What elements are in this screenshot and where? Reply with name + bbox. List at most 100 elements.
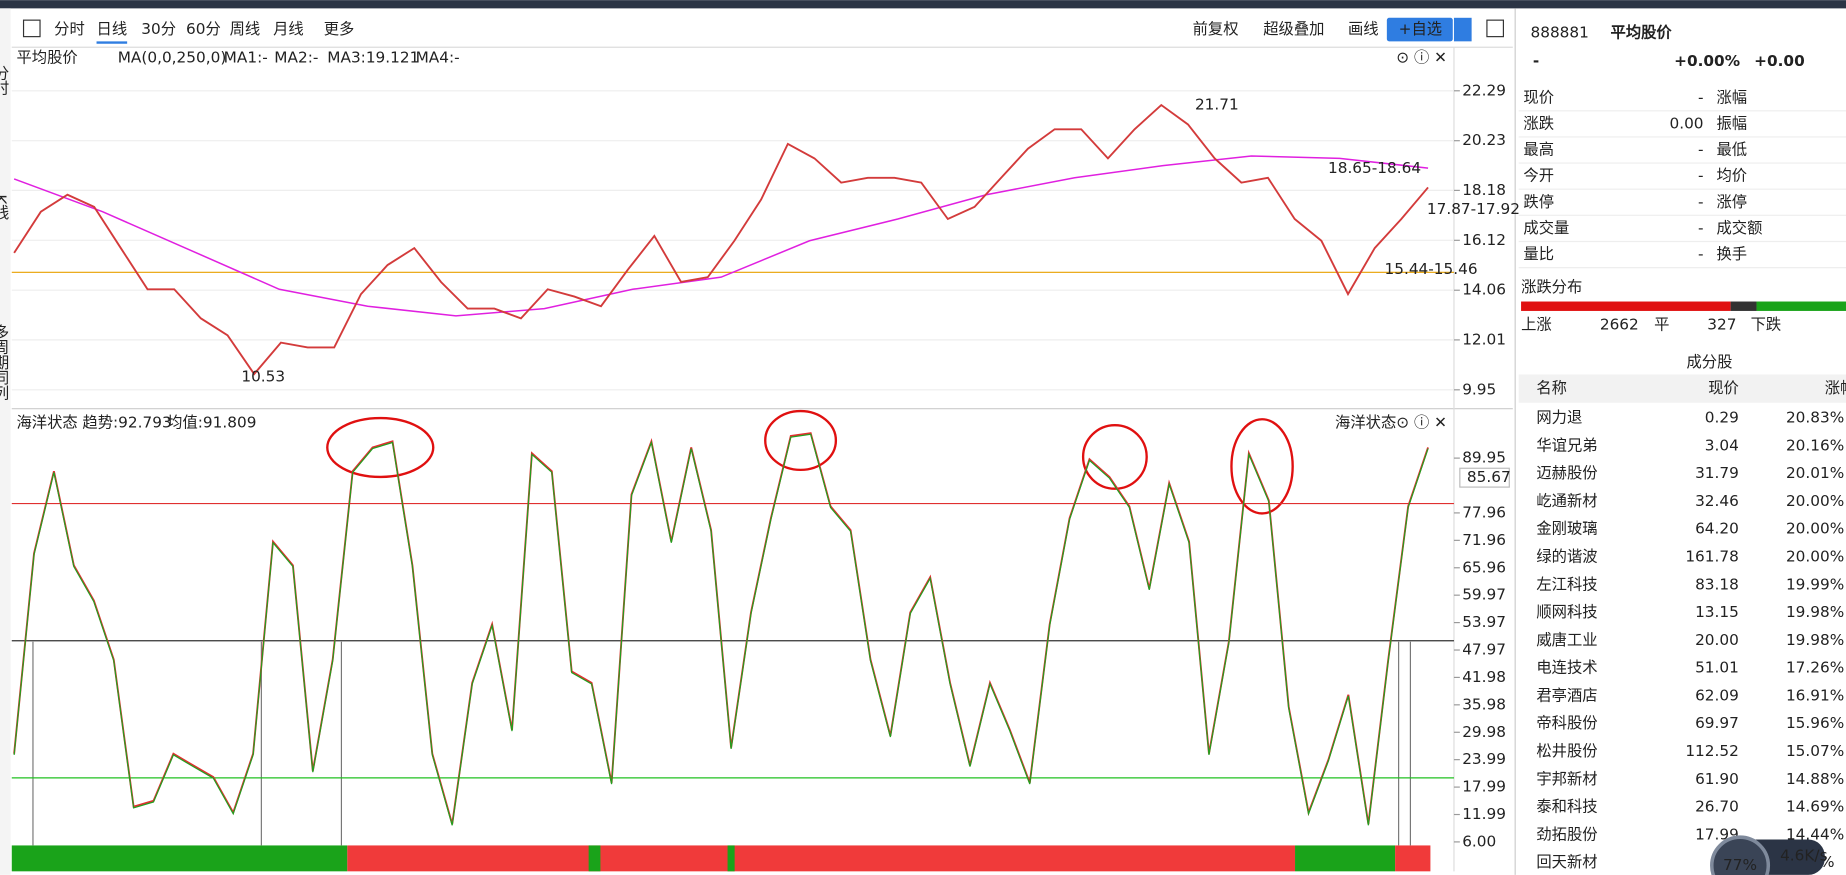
widget-ring	[1710, 835, 1771, 875]
stock-name[interactable]: 顺网科技	[1536, 603, 1597, 621]
y-tick-label: 89.95	[1462, 449, 1506, 467]
toolbar-button[interactable]: +自选	[1399, 20, 1442, 38]
stock-name[interactable]: 屹通新材	[1536, 492, 1597, 510]
period-tab[interactable]: 30分	[141, 20, 176, 38]
stock-name[interactable]: 劲拓股份	[1536, 825, 1597, 843]
up-count: 2662	[1600, 316, 1639, 334]
price-annotation: 21.71	[1195, 95, 1239, 113]
period-tab[interactable]: 更多	[324, 20, 355, 38]
price-annotation: 17.87-17.92	[1427, 200, 1520, 218]
y-tick-label: 59.97	[1462, 586, 1506, 604]
dist-title: 涨跌分布	[1521, 278, 1582, 296]
panel-icon[interactable]	[1486, 19, 1504, 38]
stock-change: 14.69%	[1786, 798, 1844, 816]
stock-price: 20.00	[1695, 631, 1739, 649]
ma-line	[13, 155, 1429, 317]
stock-change: 19.98%	[1786, 603, 1844, 621]
stock-name[interactable]: 泰和科技	[1536, 798, 1597, 816]
y-tick-label: 6.00	[1462, 832, 1496, 850]
stock-change: 20.83%	[1786, 409, 1844, 427]
ma-label: MA2:-	[274, 48, 318, 66]
stock-name[interactable]: 君亭酒店	[1536, 686, 1597, 704]
quote-label: 成交额	[1716, 219, 1762, 237]
stock-price: 3.04	[1705, 436, 1739, 454]
layout-icon[interactable]	[22, 19, 41, 38]
stock-name[interactable]: 电连技术	[1536, 659, 1597, 677]
y-tick-label: 17.99	[1462, 778, 1506, 796]
panel-icons[interactable]: ⊙ ⓘ ✕	[1396, 413, 1447, 431]
y-tick-label: 16.12	[1462, 231, 1506, 249]
stock-price: 161.78	[1685, 547, 1739, 565]
stock-name[interactable]: 金刚玻璃	[1536, 520, 1597, 538]
quote-label: 涨停	[1716, 193, 1747, 211]
y-tick-label: 71.96	[1462, 531, 1506, 549]
y-tick-label: 53.97	[1462, 613, 1506, 631]
stock-name[interactable]: 松井股份	[1536, 742, 1597, 760]
stock-name[interactable]: 迈赫股份	[1536, 464, 1597, 482]
left-tab: K线	[0, 194, 10, 219]
quote-value: -	[1698, 141, 1704, 159]
y-tick-label: 29.98	[1462, 723, 1506, 741]
stock-change: 14.44%	[1786, 825, 1844, 843]
ma-label: MA3:19.121	[327, 48, 419, 66]
state-bar	[11, 845, 1431, 872]
stock-name[interactable]: 宇邦新材	[1536, 770, 1597, 788]
period-tab[interactable]: 日线	[97, 20, 128, 38]
quote-value: -	[1698, 193, 1704, 211]
period-tab[interactable]: 月线	[273, 20, 304, 38]
quote-label: 量比	[1523, 245, 1554, 263]
toolbar-button[interactable]: 超级叠加	[1263, 20, 1324, 38]
period-tab[interactable]: 周线	[230, 20, 261, 38]
current-value: 85.67	[1467, 468, 1511, 486]
period-tab[interactable]: 60分	[186, 20, 221, 38]
y-tick-label: 11.99	[1462, 805, 1506, 823]
stock-price: 26.70	[1695, 798, 1739, 816]
y-tick-label: 35.98	[1462, 695, 1506, 713]
y-tick-label: 20.23	[1462, 131, 1506, 149]
quote-label: 最高	[1523, 141, 1554, 159]
quote-value: 0.00	[1669, 114, 1703, 132]
stock-price: 61.90	[1695, 770, 1739, 788]
current-box	[1459, 467, 1510, 488]
stock-name[interactable]: 网力退	[1536, 409, 1582, 427]
quote-value: -	[1698, 245, 1704, 263]
stock-name[interactable]: 华谊兄弟	[1536, 436, 1597, 454]
col-header: 涨幅	[1825, 379, 1846, 397]
stock-name[interactable]: 威唐工业	[1536, 631, 1597, 649]
left-strip	[0, 8, 11, 875]
price: -	[1533, 52, 1539, 70]
flat-bar	[1730, 301, 1757, 311]
stock-name[interactable]: 帝科股份	[1536, 714, 1597, 732]
y-tick-label: 18.18	[1462, 181, 1506, 199]
stock-change: 19.99%	[1786, 575, 1844, 593]
quote-value: -	[1698, 88, 1704, 106]
left-tab: 分时	[0, 65, 10, 96]
up-bar	[1521, 301, 1731, 311]
change: +0.00	[1754, 52, 1805, 70]
stock-price: 62.09	[1695, 686, 1739, 704]
price-annotation: 18.65-18.64	[1328, 159, 1421, 177]
stock-price: 69.97	[1695, 714, 1739, 732]
stock-name[interactable]: 回天新材	[1536, 853, 1597, 871]
add-button-bg[interactable]	[1386, 17, 1453, 42]
y-tick-label: 65.96	[1462, 558, 1506, 576]
trend-label: 趋势:92.793	[82, 413, 171, 431]
dropdown-bg[interactable]	[1453, 17, 1472, 42]
ma-label: MA(0,0,250,0)	[118, 48, 227, 66]
change-pct: +0.00%	[1674, 52, 1740, 70]
stock-change: 16.91%	[1786, 686, 1844, 704]
panel-icons[interactable]: ⊙ ⓘ ✕	[1396, 48, 1447, 66]
toolbar-button[interactable]: 画线	[1348, 20, 1379, 38]
ma-label: MA4:-	[416, 48, 460, 66]
period-tab[interactable]: 分时	[54, 20, 85, 38]
widget-percent: 77%	[1723, 856, 1757, 874]
stock-price: 112.52	[1685, 742, 1739, 760]
stock-name[interactable]: 绿的谐波	[1536, 547, 1597, 565]
table-header-bg	[1518, 374, 1846, 403]
toolbar-button[interactable]: 前复权	[1193, 20, 1239, 38]
name: 平均股价	[1611, 24, 1673, 42]
code: 888881	[1530, 24, 1588, 42]
stock-name[interactable]: 左江科技	[1536, 575, 1597, 593]
highlight-circles	[326, 409, 1294, 515]
